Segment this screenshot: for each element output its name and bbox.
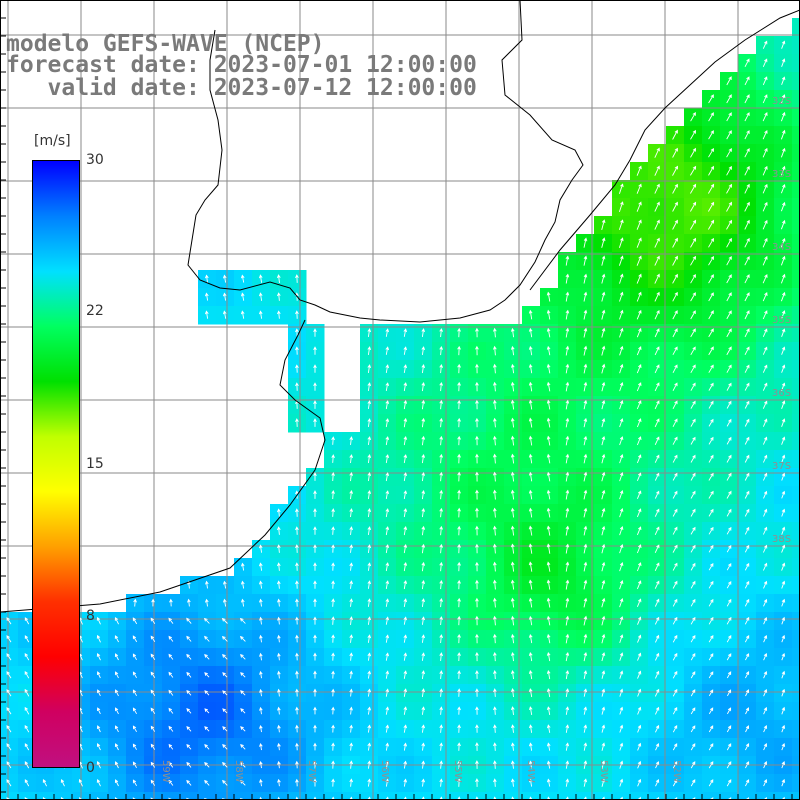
colorbar-tick-0: 0: [86, 760, 95, 776]
wind-speed-cells: [0, 18, 800, 800]
colorbar-tick-22: 22: [86, 303, 104, 319]
lon-label-53W: 53W: [598, 760, 609, 783]
model-title: modelo GEFS-WAVE (NCEP): [6, 31, 325, 57]
lon-label-52W: 52W: [671, 760, 682, 783]
lon-label-56W: 56W: [379, 760, 390, 783]
colorbar-tick-8: 8: [86, 608, 95, 624]
lat-label-32S: 32S: [772, 96, 791, 107]
colorbar-tick-15: 15: [86, 456, 104, 472]
lon-label-58W: 58W: [233, 760, 244, 783]
lon-label-59W: 59W: [160, 760, 171, 783]
colorbar: [32, 160, 80, 768]
forecast-date: forecast date: 2023-07-01 12:00:00: [6, 52, 477, 78]
colorbar-tick-30: 30: [86, 152, 104, 168]
lon-label-57W: 57W: [306, 760, 317, 783]
lon-label-54W: 54W: [525, 760, 536, 783]
coastline-brazil: [529, 9, 800, 291]
lon-label-55W: 55W: [452, 760, 463, 783]
lat-label-34S: 34S: [772, 242, 791, 253]
valid-date: valid date: 2023-07-12 12:00:00: [6, 75, 477, 101]
lat-label-33S: 33S: [772, 169, 791, 180]
wind-arrows: [6, 24, 800, 800]
lat-label-35S: 35S: [772, 315, 791, 326]
lat-label-38S: 38S: [772, 534, 791, 545]
lat-label-37S: 37S: [772, 461, 791, 472]
coastline-west: [187, 0, 584, 323]
coastline-argentina: [0, 319, 326, 613]
lat-label-36S: 36S: [772, 388, 791, 399]
colorbar-gradient: [33, 161, 79, 767]
colorbar-unit: [m/s]: [34, 133, 71, 149]
